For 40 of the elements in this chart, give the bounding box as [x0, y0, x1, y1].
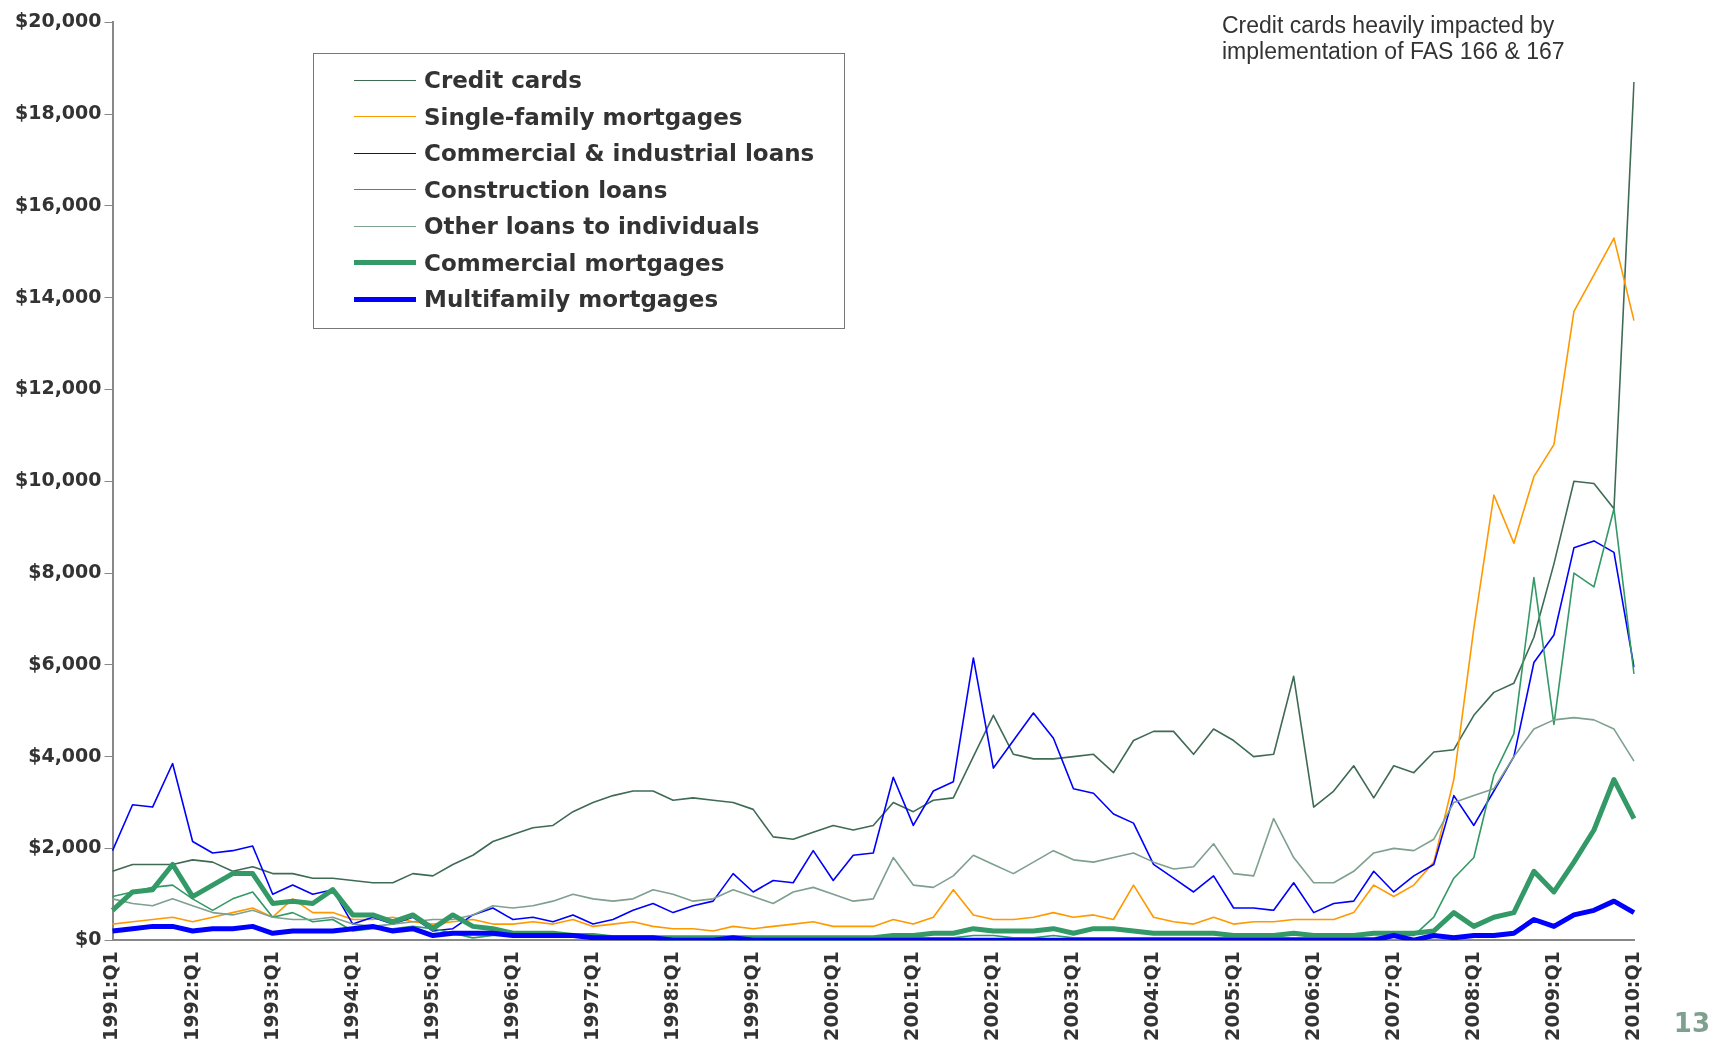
- x-tick-label: 1992:Q1: [179, 951, 202, 1042]
- x-tick-label: 1994:Q1: [339, 951, 362, 1042]
- y-tick-label: $16,000: [14, 192, 102, 215]
- y-tick-label: $0: [75, 927, 102, 950]
- y-tick-label: $6,000: [28, 651, 102, 674]
- x-tick-label: 2008:Q1: [1460, 951, 1483, 1042]
- x-tick-label: 1993:Q1: [259, 951, 282, 1042]
- x-tick-label: 2005:Q1: [1220, 951, 1243, 1042]
- x-tick-label: 1995:Q1: [419, 951, 442, 1042]
- x-tick-label: 2004:Q1: [1140, 951, 1163, 1042]
- legend-label: Construction loans: [424, 176, 668, 203]
- x-tick-label: 1996:Q1: [499, 951, 522, 1042]
- x-tick-label: 2003:Q1: [1060, 951, 1083, 1042]
- y-tick-label: $10,000: [14, 468, 102, 491]
- legend-label: Credit cards: [424, 67, 582, 94]
- y-tick-label: $14,000: [14, 284, 102, 307]
- x-tick-label: 2001:Q1: [900, 951, 923, 1042]
- x-tick-label: 1997:Q1: [579, 951, 602, 1042]
- x-tick-label: 2010:Q1: [1620, 951, 1643, 1042]
- x-tick-label: 1991:Q1: [99, 951, 122, 1042]
- text: 13: [1673, 1008, 1710, 1038]
- x-tick-label: 2000:Q1: [820, 951, 843, 1042]
- legend-label: Multifamily mortgages: [424, 286, 719, 313]
- y-tick-label: $12,000: [14, 376, 102, 399]
- y-tick-label: $20,000: [14, 9, 102, 32]
- annotation: Credit cards heavily impacted by implementation of FAS 166 & 167: [1222, 12, 1566, 64]
- y-tick-label: $8,000: [28, 559, 102, 582]
- x-tick-label: 2002:Q1: [980, 951, 1003, 1042]
- y-tick-label: $18,000: [14, 101, 102, 124]
- x-tick-label: 2009:Q1: [1540, 951, 1563, 1042]
- x-tick-label: 2007:Q1: [1380, 951, 1403, 1042]
- x-tick-label: 2006:Q1: [1300, 951, 1323, 1042]
- x-tick-label: 1998:Q1: [660, 951, 683, 1042]
- legend-label: Single-family mortgages: [424, 103, 743, 130]
- x-tick-label: 1999:Q1: [740, 951, 763, 1042]
- legend-label: Commercial & industrial loans: [424, 140, 815, 167]
- legend-label: Other loans to individuals: [424, 213, 760, 240]
- y-tick-label: $4,000: [28, 743, 102, 766]
- legend-label: Commercial mortgages: [424, 249, 725, 276]
- y-tick-label: $2,000: [28, 835, 102, 858]
